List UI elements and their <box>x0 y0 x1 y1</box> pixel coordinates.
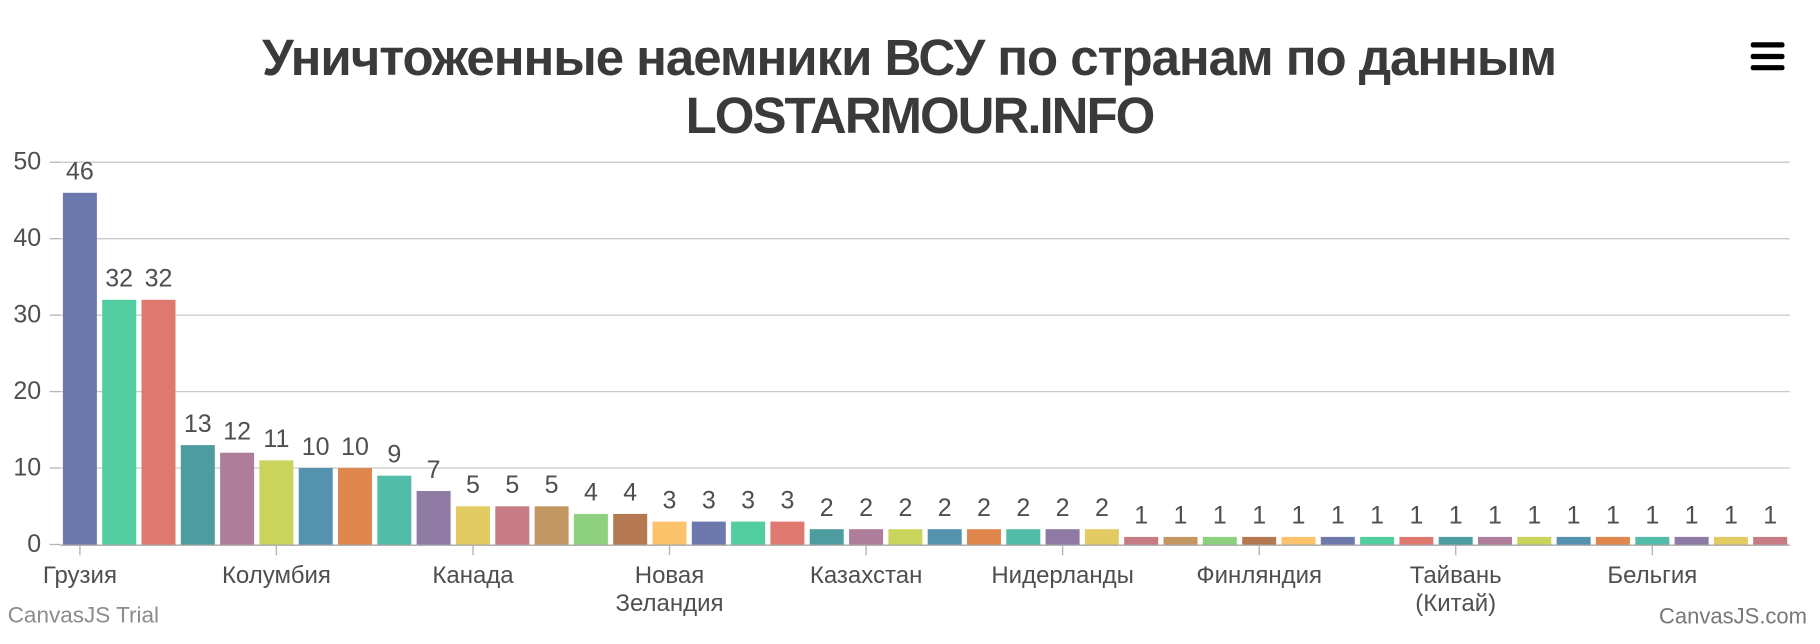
svg-text:1: 1 <box>1370 502 1384 530</box>
svg-text:40: 40 <box>13 224 41 252</box>
svg-text:LOSTARMOUR.INFO: LOSTARMOUR.INFO <box>686 87 1154 144</box>
svg-text:Тайвань: Тайвань <box>1410 562 1502 589</box>
svg-text:(Китай): (Китай) <box>1415 590 1496 617</box>
svg-text:CanvasJS Trial: CanvasJS Trial <box>8 603 159 628</box>
svg-text:3: 3 <box>663 486 677 514</box>
svg-text:3: 3 <box>741 486 755 514</box>
svg-text:2: 2 <box>1056 494 1070 522</box>
svg-text:Грузия: Грузия <box>43 562 117 589</box>
svg-text:46: 46 <box>66 158 94 186</box>
svg-text:5: 5 <box>545 471 559 499</box>
svg-text:32: 32 <box>145 265 173 293</box>
svg-text:Бельгия: Бельгия <box>1607 562 1697 589</box>
svg-text:Зеландия: Зеландия <box>615 590 723 617</box>
svg-text:Финляндия: Финляндия <box>1196 562 1322 589</box>
svg-text:2: 2 <box>820 494 834 522</box>
svg-text:Новая: Новая <box>635 562 705 589</box>
svg-text:30: 30 <box>13 301 41 329</box>
svg-text:1: 1 <box>1331 502 1345 530</box>
svg-text:2: 2 <box>1016 494 1030 522</box>
svg-text:Уничтоженные наемники ВСУ по с: Уничтоженные наемники ВСУ по странам по … <box>262 29 1556 86</box>
svg-text:Колумбия: Колумбия <box>222 562 331 589</box>
svg-text:1: 1 <box>1763 502 1777 530</box>
svg-text:2: 2 <box>938 494 952 522</box>
svg-text:32: 32 <box>105 265 133 293</box>
svg-text:11: 11 <box>263 425 289 453</box>
svg-text:Казахстан: Казахстан <box>810 562 922 589</box>
svg-text:1: 1 <box>1685 502 1699 530</box>
svg-text:2: 2 <box>859 494 873 522</box>
svg-text:12: 12 <box>223 418 251 446</box>
svg-text:1: 1 <box>1606 502 1620 530</box>
svg-text:13: 13 <box>184 410 212 438</box>
svg-text:5: 5 <box>466 471 480 499</box>
svg-text:1: 1 <box>1134 502 1148 530</box>
svg-text:10: 10 <box>341 433 369 461</box>
svg-text:4: 4 <box>584 479 598 507</box>
svg-text:Нидерланды: Нидерланды <box>991 562 1133 589</box>
svg-text:9: 9 <box>387 441 401 469</box>
svg-text:1: 1 <box>1527 502 1541 530</box>
svg-text:50: 50 <box>13 148 41 176</box>
svg-text:Канада: Канада <box>432 562 514 589</box>
svg-text:20: 20 <box>13 377 41 405</box>
svg-text:5: 5 <box>505 471 519 499</box>
svg-text:4: 4 <box>623 479 637 507</box>
svg-text:1: 1 <box>1449 502 1463 530</box>
svg-text:2: 2 <box>977 494 991 522</box>
svg-text:1: 1 <box>1724 502 1738 530</box>
svg-text:10: 10 <box>302 433 330 461</box>
svg-text:1: 1 <box>1488 502 1502 530</box>
svg-text:1: 1 <box>1252 502 1266 530</box>
svg-text:CanvasJS.com: CanvasJS.com <box>1659 604 1807 629</box>
svg-text:1: 1 <box>1409 502 1423 530</box>
svg-text:2: 2 <box>898 494 912 522</box>
svg-text:7: 7 <box>427 456 441 484</box>
svg-text:1: 1 <box>1292 502 1306 530</box>
svg-text:3: 3 <box>702 486 716 514</box>
svg-text:1: 1 <box>1174 502 1188 530</box>
svg-text:2: 2 <box>1095 494 1109 522</box>
svg-text:1: 1 <box>1645 502 1659 530</box>
svg-text:10: 10 <box>13 454 41 482</box>
svg-text:1: 1 <box>1213 502 1227 530</box>
svg-text:0: 0 <box>27 530 41 558</box>
svg-text:1: 1 <box>1567 502 1581 530</box>
svg-text:3: 3 <box>780 486 794 514</box>
